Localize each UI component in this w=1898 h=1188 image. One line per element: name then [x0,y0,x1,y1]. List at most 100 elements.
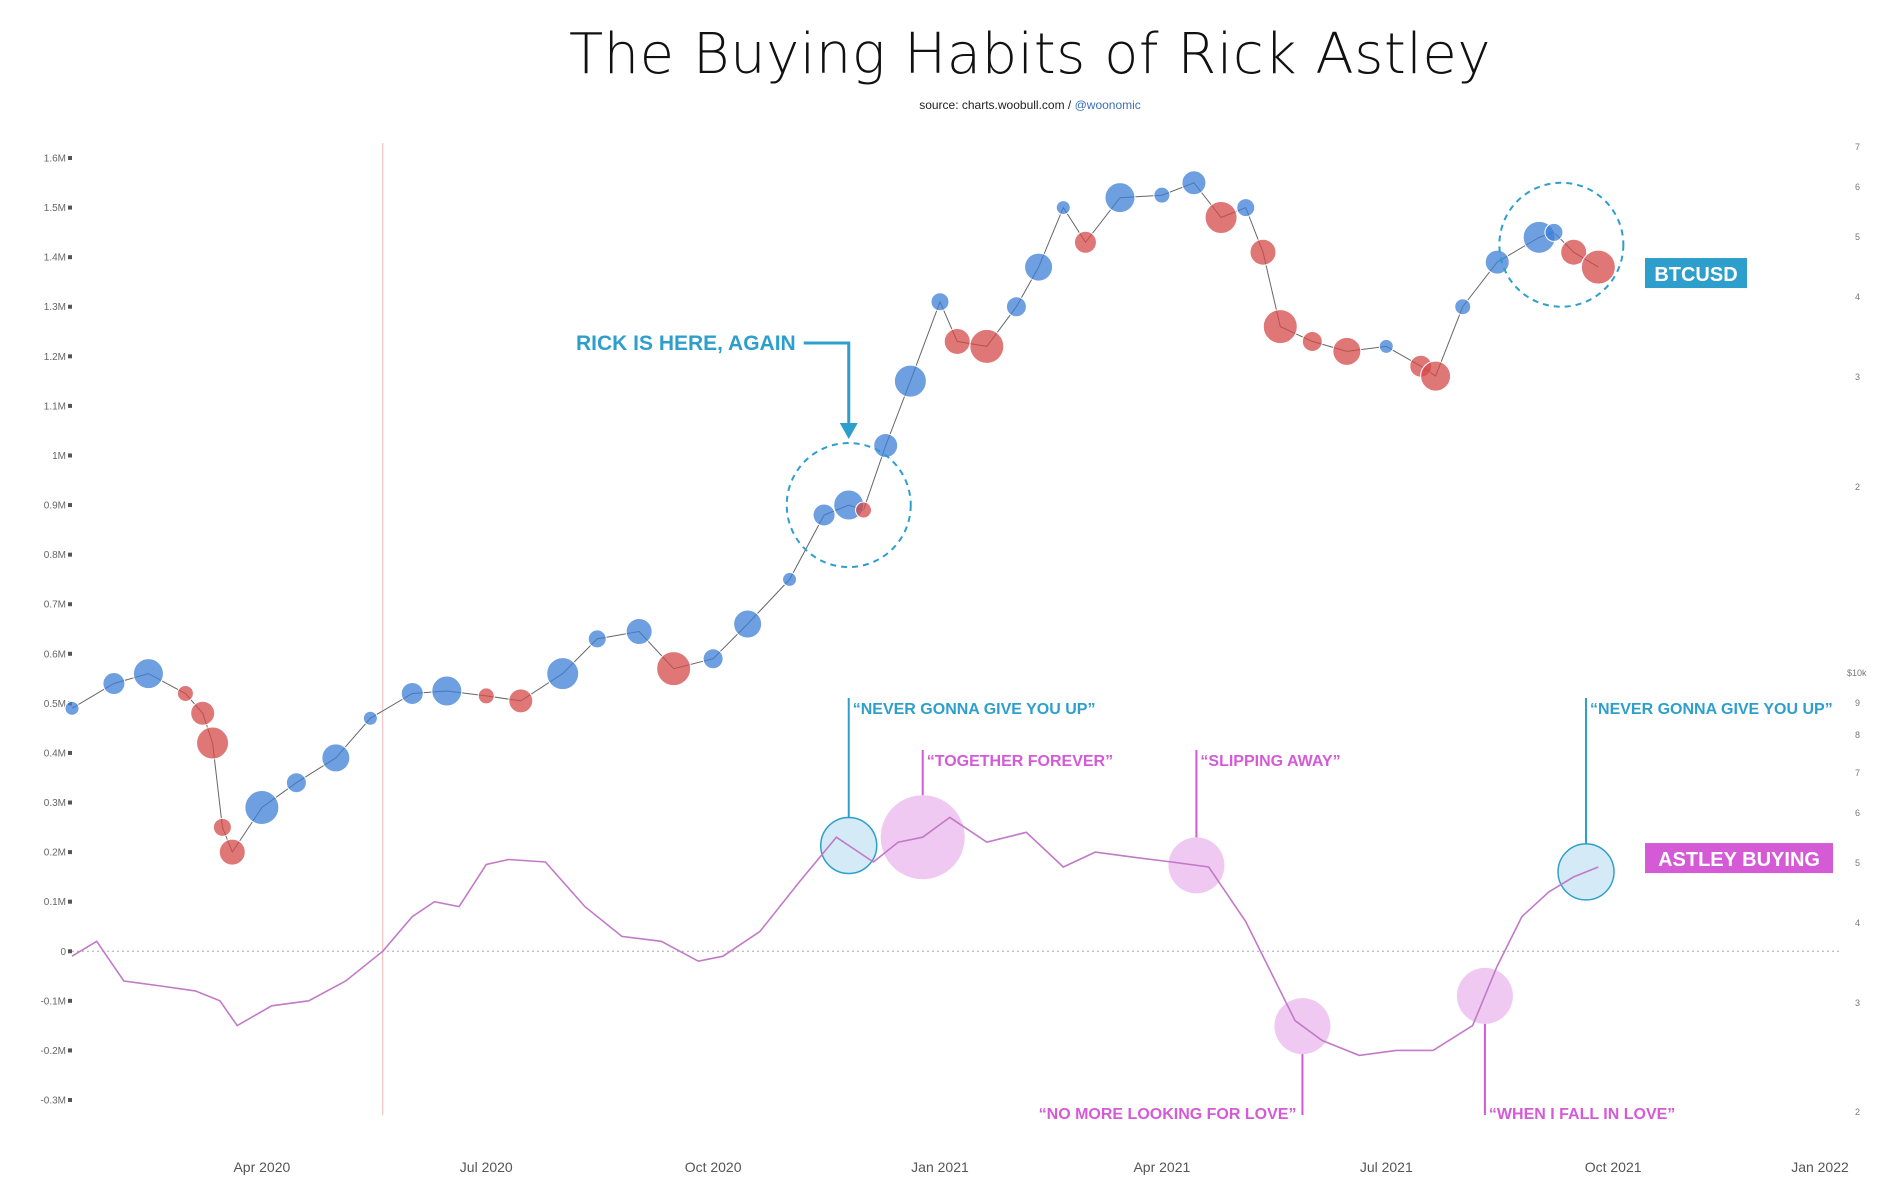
btcusd-point [782,571,798,587]
y-tick-label: 1.4M [44,253,66,264]
x-tick-label: Jan 2022 [1791,1159,1849,1175]
right-axis: 7 6 5 4 3 2 $10k 9 8 7 6 5 4 3 2 [1847,142,1867,1117]
btcusd-point [508,688,534,714]
astley-buying-line [71,816,1599,1057]
y-tick-mark [68,602,72,607]
btcusd-point [1104,182,1136,214]
btcusd-point [244,789,280,825]
btcusd-point [196,726,230,760]
btcusd-point [1236,198,1256,218]
btcusd-point [1005,296,1027,318]
y-tick-mark [68,800,72,805]
right-tick-label: 7 [1855,768,1860,778]
y-tick-mark [68,750,72,755]
btcusd-point [930,292,950,312]
x-tick-label: Apr 2020 [233,1159,290,1175]
btcusd-point [1073,230,1097,254]
btcusd-point [477,687,495,705]
highlights: “NEVER GONNA GIVE YOU UP” “TOGETHER FOREV… [819,698,1833,1123]
btcusd-point [1249,238,1277,266]
y-tick-label: -0.2M [40,1046,66,1057]
btcusd-point [362,710,378,726]
astley-buying-tag [1645,843,1833,874]
right-tick-label: 8 [1855,730,1860,740]
rick-annotation-label: RICK IS HERE, AGAIN [576,332,796,355]
rick-arrow-line [803,341,851,428]
y-tick-label: 1.2M [44,352,66,363]
right-tick-label: 4 [1855,918,1860,928]
y-tick-mark [68,156,72,160]
right-tick-label: $10k [1847,668,1867,678]
btcusd-point [212,817,232,837]
btcusd-point [625,617,653,645]
rick-arrow-head [839,423,858,440]
y-tick-label: -0.1M [40,996,66,1007]
y-tick-label: 0.8M [44,550,66,561]
y-tick-mark [68,949,72,954]
source-credit: source: charts.woobull.com / @woonomic [0,98,1898,112]
btcusd-point [1332,336,1362,366]
y-tick-mark [68,552,72,557]
btcusd-point [1301,330,1323,352]
right-tick-label: 7 [1855,142,1860,152]
btcusd-point [1153,186,1171,204]
y-tick-label: 0.5M [44,699,66,710]
annotations: RICK IS HERE, AGAIN BTCUSD ASTLEY BUYING [576,181,1833,874]
chart-title: The Buying Habits of Rick Astley [568,22,1492,87]
btcusd-point [1580,249,1616,285]
btcusd-point [855,501,873,519]
btcusd-bubbles [64,170,1616,866]
y-tick-label: 0.1M [44,897,66,908]
y-tick-mark [68,899,72,904]
btcusd-point [190,700,216,726]
btcusd-point [1262,309,1298,345]
y-tick-label: 0.6M [44,649,66,660]
btcusd-point [546,657,580,691]
x-tick-label: Apr 2021 [1133,1159,1190,1175]
song-label: “TOGETHER FOREVER” [927,753,1113,770]
btcusd-point [943,327,971,355]
btcusd-point [1544,222,1564,242]
y-tick-label: 1.5M [44,203,66,214]
right-tick-label: 2 [1855,482,1860,492]
y-tick-mark [68,354,72,359]
y-tick-mark [68,651,72,656]
btcusd-point [812,503,836,527]
btcusd-point [1055,200,1071,216]
y-tick-mark [68,1048,72,1053]
y-tick-label: 1.6M [44,154,66,165]
btcusd-point [431,675,463,707]
btcusd-point [1560,238,1588,266]
song-label: “SLIPPING AWAY” [1200,753,1340,770]
right-tick-label: 3 [1855,372,1860,382]
btcusd-point [1420,360,1452,392]
y-tick-label: 0.4M [44,748,66,759]
btcusd-point [1181,170,1207,196]
right-tick-label: 6 [1855,182,1860,192]
y-tick-mark [68,255,72,260]
btcusd-point [702,648,724,670]
y-tick-label: 1.3M [44,302,66,313]
btcusd-point [969,328,1005,364]
btcusd-point [132,658,164,690]
y-tick-mark [68,998,72,1003]
y-tick-mark [68,304,72,309]
source-handle-link[interactable]: @woonomic [1074,98,1141,112]
btcusd-point [893,364,927,398]
btcusd-point [587,629,607,649]
y-tick-label: 1.1M [44,401,66,412]
btcusd-point [656,651,692,687]
x-tick-label: Oct 2021 [1585,1159,1642,1175]
song-label: “NEVER GONNA GIVE YOU UP” [1590,701,1833,718]
song-label: “NO MORE LOOKING FOR LOVE” [1039,1106,1297,1123]
right-tick-label: 3 [1855,998,1860,1008]
btcusd-point [321,743,351,773]
y-tick-label: 0.7M [44,600,66,611]
y-tick-label: 0.2M [44,848,66,859]
song-label: “NEVER GONNA GIVE YOU UP” [853,701,1096,718]
btcusd-point [400,681,424,705]
y-tick-mark [68,850,72,855]
btcusd-tag-label: BTCUSD [1654,264,1737,286]
left-axis: 1.6M 1.5M 1.4M 1.3M 1.2M 1.1M 1M 0.9M 0.8M 0.7M 0.… [40,154,72,1107]
latest-btc-highlight-circle [1498,181,1625,308]
